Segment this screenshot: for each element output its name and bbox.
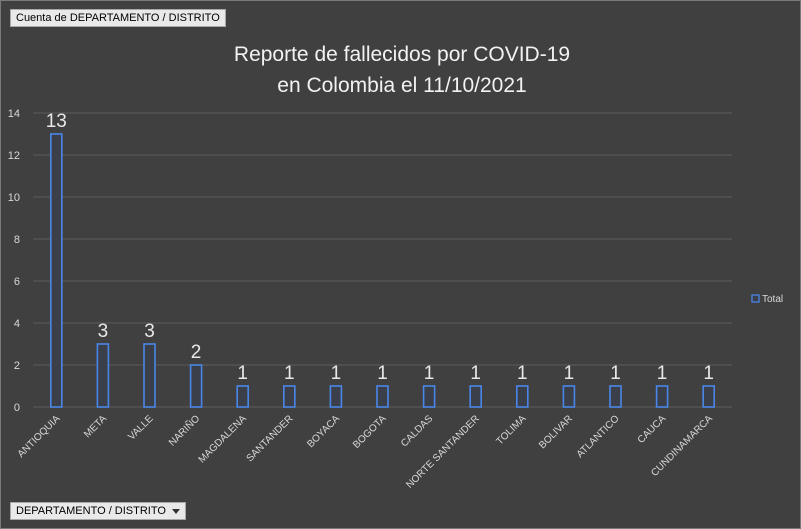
value-field-label: Cuenta de DEPARTAMENTO / DISTRITO bbox=[16, 12, 220, 24]
y-tick-label: 6 bbox=[14, 276, 20, 288]
data-label: 3 bbox=[144, 321, 155, 342]
dropdown-arrow-icon[interactable] bbox=[171, 508, 180, 514]
x-tick-label: NARIÑO bbox=[166, 412, 203, 449]
data-label: 1 bbox=[703, 363, 714, 384]
x-tick-label: CAUCA bbox=[636, 413, 669, 446]
y-tick-label: 2 bbox=[14, 360, 20, 372]
x-tick-label: META bbox=[82, 413, 109, 440]
legend[interactable]: Total bbox=[751, 294, 783, 305]
legend-swatch bbox=[751, 294, 760, 303]
bar[interactable] bbox=[469, 385, 483, 408]
bars bbox=[49, 133, 716, 408]
bar[interactable] bbox=[282, 385, 296, 408]
data-label: 1 bbox=[610, 363, 621, 384]
y-tick-label: 14 bbox=[8, 108, 20, 120]
bar[interactable] bbox=[562, 385, 576, 408]
data-labels: 13 3 3 2 1 1 1 1 1 1 1 1 1 1 1 bbox=[46, 111, 714, 384]
data-label: 1 bbox=[564, 363, 575, 384]
bar[interactable] bbox=[609, 385, 622, 408]
data-label: 1 bbox=[237, 363, 248, 384]
y-tick-label: 12 bbox=[8, 150, 20, 162]
data-label: 1 bbox=[331, 363, 342, 384]
data-label: 13 bbox=[46, 111, 67, 132]
bar[interactable] bbox=[329, 385, 343, 408]
x-axis: ANTIOQUIA META VALLE NARIÑOMAGDALENASANTAND… bbox=[16, 412, 715, 491]
x-tick-label: BOGOTA bbox=[351, 413, 389, 451]
x-tick-label: ANTIOQUIA bbox=[16, 413, 63, 460]
bar[interactable] bbox=[49, 133, 63, 408]
data-label: 3 bbox=[98, 321, 109, 342]
x-tick-label: TOLIMA bbox=[494, 413, 528, 447]
bar[interactable] bbox=[189, 364, 203, 408]
data-label: 1 bbox=[517, 363, 528, 384]
data-label: 1 bbox=[657, 363, 668, 384]
x-tick-label: CALDAS bbox=[399, 413, 435, 449]
bar[interactable] bbox=[655, 385, 669, 408]
value-field-button[interactable]: Cuenta de DEPARTAMENTO / DISTRITO bbox=[10, 9, 226, 27]
data-label: 1 bbox=[424, 363, 435, 384]
y-tick-label: 4 bbox=[14, 318, 20, 330]
data-label: 1 bbox=[470, 363, 481, 384]
data-label: 2 bbox=[191, 342, 202, 363]
bar[interactable] bbox=[236, 385, 249, 408]
y-axis: 0 2 4 6 8 10 12 14 bbox=[8, 108, 20, 414]
bar[interactable] bbox=[422, 385, 436, 408]
axis-field-label: DEPARTAMENTO / DISTRITO bbox=[16, 505, 166, 517]
axis-field-button[interactable]: DEPARTAMENTO / DISTRITO bbox=[10, 502, 186, 520]
bar[interactable] bbox=[143, 343, 156, 408]
y-tick-label: 10 bbox=[8, 192, 20, 204]
data-label: 1 bbox=[284, 363, 295, 384]
y-tick-label: 8 bbox=[14, 234, 20, 246]
bar[interactable] bbox=[96, 343, 110, 408]
chart-title-line: en Colombia el 11/10/2021 bbox=[277, 74, 526, 97]
y-tick-label: 0 bbox=[14, 402, 20, 414]
bar[interactable] bbox=[515, 385, 529, 408]
chart-title-line: Reporte de fallecidos por COVID-19 bbox=[234, 43, 570, 66]
x-tick-label: MAGDALENA bbox=[197, 413, 249, 465]
x-tick-label: VALLE bbox=[126, 413, 156, 443]
x-tick-label: SANTANDER bbox=[245, 413, 296, 464]
data-label: 1 bbox=[377, 363, 388, 384]
x-tick-label: ATLANTICO bbox=[575, 413, 622, 460]
bar[interactable] bbox=[376, 385, 389, 408]
chart-title: Reporte de fallecidos por COVID-19 en Col… bbox=[234, 43, 570, 97]
x-tick-label: BOLIVAR bbox=[537, 413, 575, 451]
bar[interactable] bbox=[702, 385, 716, 408]
x-tick-label: BOYACA bbox=[305, 413, 342, 450]
legend-entry[interactable]: Total bbox=[762, 294, 783, 305]
